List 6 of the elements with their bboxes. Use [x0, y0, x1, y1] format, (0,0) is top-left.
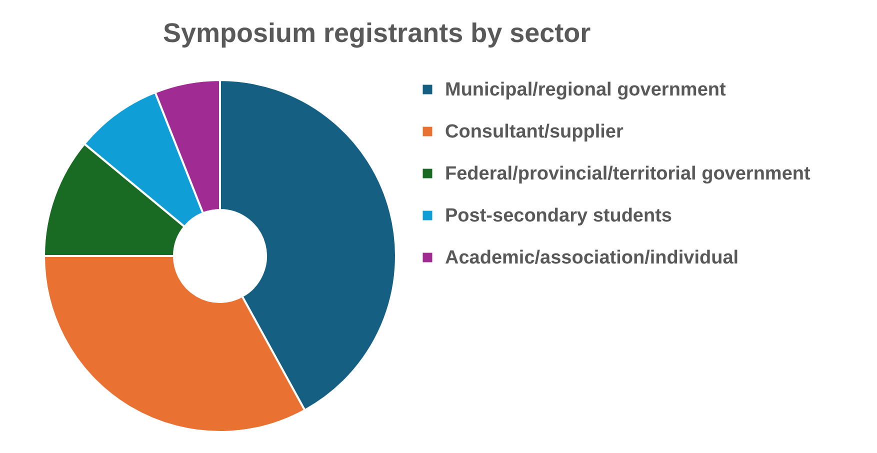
- legend-label: Federal/provincial/territorial government: [445, 164, 811, 184]
- legend-label: Municipal/regional government: [445, 80, 726, 100]
- legend-label: Academic/association/individual: [445, 248, 739, 268]
- chart-title: Symposium registrants by sector: [163, 18, 592, 48]
- legend-label: Post-secondary students: [445, 206, 672, 226]
- legend-label: Consultant/supplier: [445, 122, 624, 142]
